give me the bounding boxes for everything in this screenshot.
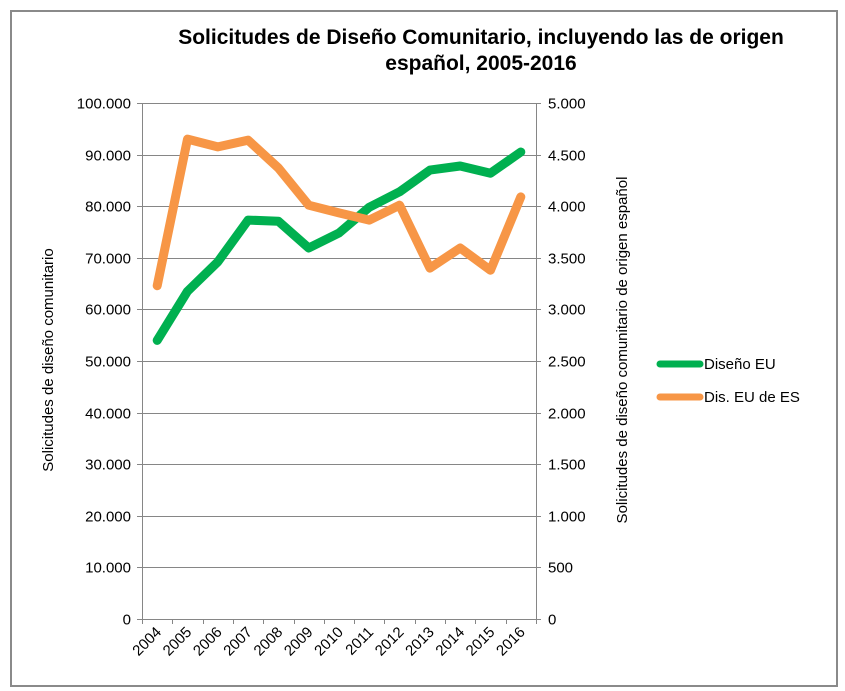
right-axis-tick-label: 5.000 <box>548 96 586 113</box>
legend-label-diseno-eu: Diseño EU <box>704 356 776 373</box>
right-axis-tick-label: 1.500 <box>548 457 586 474</box>
left-axis-tick-label: 80.000 <box>85 199 131 216</box>
left-axis-tick-label: 70.000 <box>85 251 131 268</box>
right-axis-tick-label: 2.000 <box>548 406 586 423</box>
left-axis-tick-label: 10.000 <box>85 560 131 577</box>
x-axis-tick-label: 2008 <box>251 624 287 660</box>
legend: Diseño EU Dis. EU de ES <box>656 356 800 406</box>
right-axis-tick-label: 500 <box>548 560 573 577</box>
left-axis-tick-label: 20.000 <box>85 509 131 526</box>
right-axis-title: Solicitudes de diseño comunitario de ori… <box>614 177 631 524</box>
right-axis-tick-labels: 0 500 1.000 1.500 2.000 2.500 3.000 3.500 4.000 4… <box>548 96 586 629</box>
legend-label-dis-eu-de-es: Dis. EU de ES <box>704 389 800 406</box>
x-axis-tick-label: 2005 <box>160 624 196 660</box>
left-axis-tick-label: 30.000 <box>85 457 131 474</box>
right-axis-tick-label: 1.000 <box>548 509 586 526</box>
right-axis-tick-label: 0 <box>548 612 556 629</box>
chart-title-line-2: español, 2005-2016 <box>385 52 576 75</box>
x-axis-tick-label: 2013 <box>402 624 438 660</box>
x-axis-tick-label: 2009 <box>281 624 317 660</box>
x-axis-tick-label: 2011 <box>342 624 377 659</box>
chart-title-line-1: Solicitudes de Diseño Comunitario, inclu… <box>178 26 784 49</box>
left-axis-tick-labels: 0 10.000 20.000 30.000 40.000 50.000 60.000 70.… <box>77 96 131 629</box>
x-axis-tick-label: 2006 <box>190 624 226 660</box>
left-axis-tick-label: 100.000 <box>77 96 131 113</box>
chart-frame <box>10 10 838 687</box>
right-axis-tick-label: 4.500 <box>548 148 586 165</box>
left-axis-tick-label: 60.000 <box>85 302 131 319</box>
series-lines <box>152 134 526 345</box>
right-axis-tick-label: 2.500 <box>548 354 586 371</box>
x-axis-tick-label: 2016 <box>493 624 529 660</box>
x-axis-tick-label: 2010 <box>311 624 347 660</box>
axes <box>137 103 541 624</box>
left-axis-tick-label: 40.000 <box>85 406 131 423</box>
right-axis-tick-label: 3.500 <box>548 251 586 268</box>
left-axis-title: Solicitudes de diseño comunitario <box>40 248 57 471</box>
right-axis-tick-label: 3.000 <box>548 302 586 319</box>
gridlines <box>142 103 536 568</box>
x-axis-tick-label: 2007 <box>220 624 256 660</box>
left-axis-tick-label: 50.000 <box>85 354 131 371</box>
series-line-diseno-eu <box>152 147 526 345</box>
left-axis-tick-label: 90.000 <box>85 148 131 165</box>
left-axis-tick-label: 0 <box>123 612 131 629</box>
x-axis-tick-label: 2012 <box>372 624 408 660</box>
x-axis-tick-label: 2004 <box>129 624 165 660</box>
right-axis-tick-label: 4.000 <box>548 199 586 216</box>
x-axis-tick-label: 2014 <box>432 624 468 660</box>
x-axis-tick-label: 2015 <box>463 624 499 660</box>
x-axis-tick-labels: 2004200520062007200820092010201120122013… <box>129 624 528 660</box>
